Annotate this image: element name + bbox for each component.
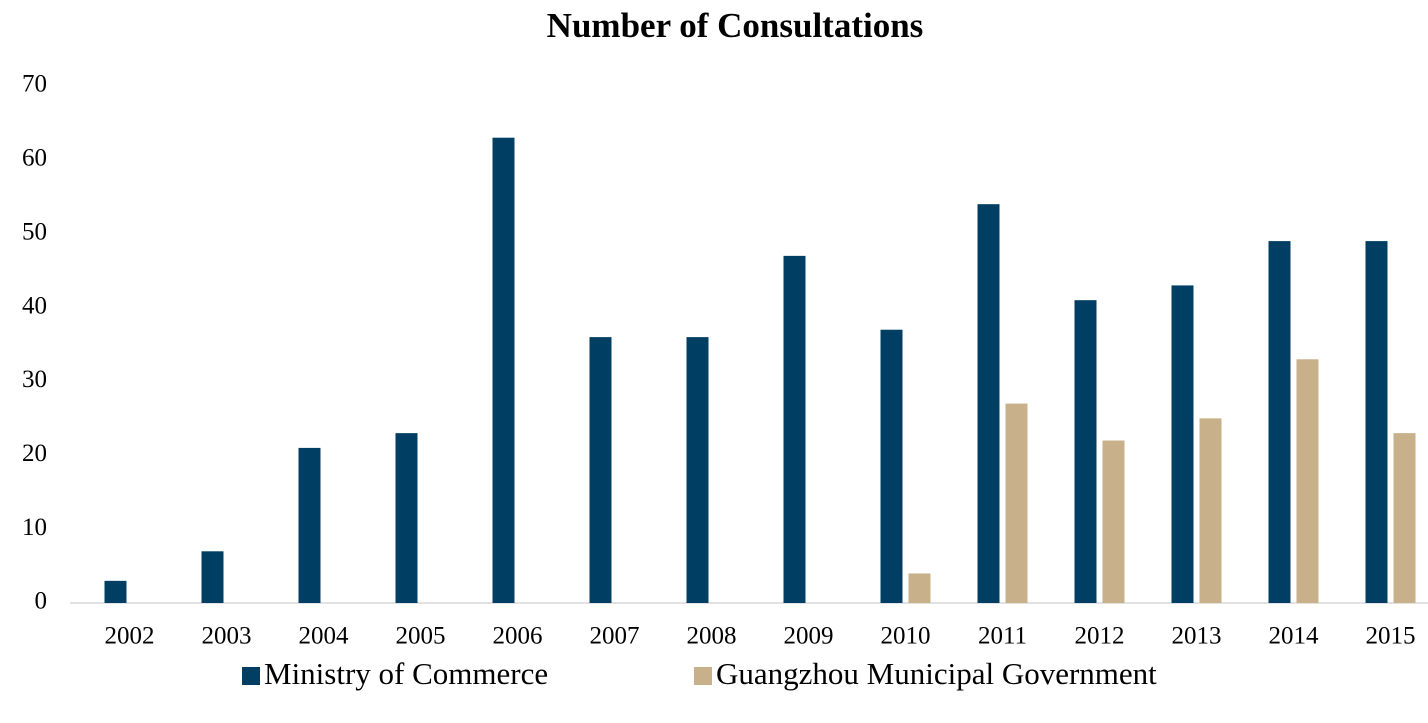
bar [1393,433,1416,603]
x-tick-label: 2006 [493,623,543,650]
bar [1199,418,1222,603]
x-tick-label: 2002 [105,623,155,650]
x-tick-label: 2013 [1172,623,1222,650]
bar [783,255,806,603]
y-tick-label: 10 [22,514,47,541]
x-tick-label: 2011 [978,623,1027,650]
x-tick-label: 2007 [590,623,640,650]
y-tick-label: 0 [35,588,48,615]
bar [1171,285,1194,603]
x-tick-label: 2005 [396,623,446,650]
bar [1005,403,1028,603]
bar [298,447,321,603]
x-tick-label: 2015 [1366,623,1416,650]
bar [1365,241,1388,603]
chart-title: Number of Consultations [547,6,924,45]
y-tick-label: 50 [22,218,47,245]
bar [1074,300,1097,603]
legend-swatch [694,667,712,685]
bar [1296,359,1319,603]
x-tick-label: 2008 [687,623,737,650]
legend-label: Guangzhou Municipal Government [716,656,1157,691]
bar [201,551,224,603]
bar [977,204,1000,603]
bar [395,433,418,603]
legend-swatch [242,667,260,685]
bar [1268,241,1291,603]
y-tick-label: 60 [22,145,47,172]
bar [908,573,931,603]
x-tick-label: 2010 [881,623,931,650]
bar [589,337,612,603]
x-tick-label: 2004 [299,623,350,650]
y-tick-label: 40 [22,292,47,319]
y-tick-label: 20 [22,440,47,467]
x-tick-label: 2012 [1075,623,1125,650]
bar [1102,440,1125,603]
bar [686,337,709,603]
y-tick-label: 70 [22,71,47,98]
bar [104,580,127,603]
x-tick-label: 2014 [1269,623,1320,650]
legend-label: Ministry of Commerce [264,656,548,691]
y-tick-label: 30 [22,366,47,393]
bar [492,137,515,603]
x-tick-label: 2009 [784,623,834,650]
x-tick-label: 2003 [202,623,252,650]
bar [880,329,903,603]
